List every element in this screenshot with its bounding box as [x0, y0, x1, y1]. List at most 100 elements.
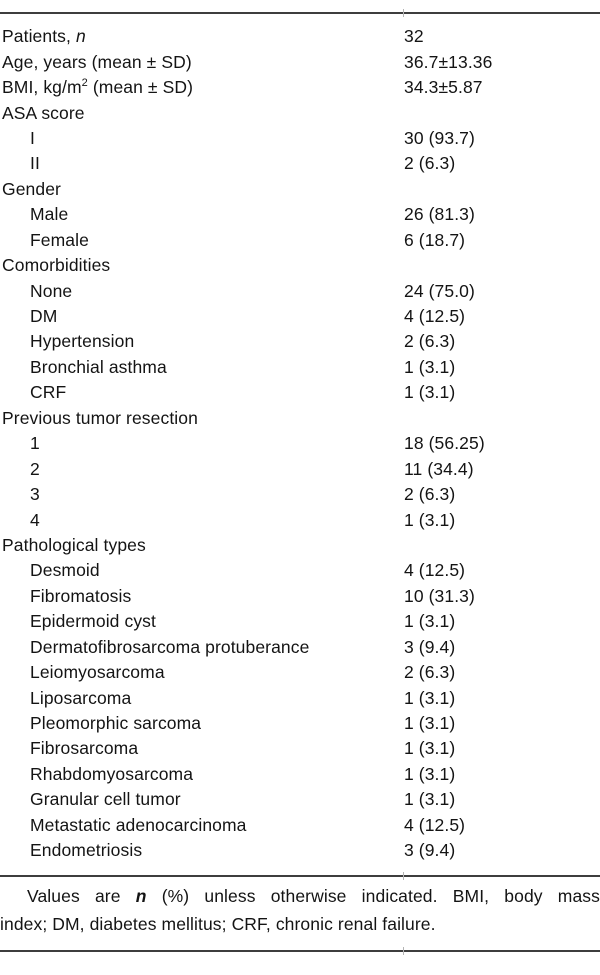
- row-label: Pathological types: [2, 534, 146, 555]
- row-label: DM: [30, 306, 58, 327]
- row-label: 4: [30, 509, 40, 530]
- row-value: 32: [404, 26, 424, 47]
- row-label: Previous tumor resection: [2, 407, 198, 428]
- table-row: Hypertension 2 (6.3): [0, 329, 600, 354]
- row-value: 2 (6.3): [404, 662, 456, 683]
- row-label: Desmoid: [30, 560, 100, 581]
- table-row: DM 4 (12.5): [0, 304, 600, 329]
- table-row: Granular cell tumor 1 (3.1): [0, 787, 600, 812]
- row-value: 11 (34.4): [404, 458, 474, 479]
- row-value: 36.7±13.36: [404, 51, 493, 72]
- row-value: 6 (18.7): [404, 229, 466, 250]
- row-label: Metastatic adenocarcinoma: [30, 814, 247, 835]
- table-row: Leiomyosarcoma 2 (6.3): [0, 660, 600, 685]
- table-row: BMI, kg/m2 (mean ± SD) 34.3±5.87: [0, 75, 600, 100]
- table-row: Dermatofibrosarcoma protuberance 3 (9.4): [0, 635, 600, 660]
- table-row: Pleomorphic sarcoma 1 (3.1): [0, 711, 600, 736]
- row-label: Pleomorphic sarcoma: [30, 713, 202, 734]
- row-value: 3 (9.4): [404, 636, 456, 657]
- row-label: II: [30, 153, 40, 174]
- row-label: Leiomyosarcoma: [30, 662, 165, 683]
- table-row: II 2 (6.3): [0, 151, 600, 176]
- row-label: Rhabdomyosarcoma: [30, 763, 194, 784]
- table-row: Endometriosis 3 (9.4): [0, 838, 600, 863]
- table-row: Comorbidities: [0, 253, 600, 278]
- row-value: 10 (31.3): [404, 585, 475, 606]
- table-row: 4 1 (3.1): [0, 507, 600, 532]
- table-row: Bronchial asthma 1 (3.1): [0, 355, 600, 380]
- table-top-rule: [0, 9, 600, 17]
- row-value: 4 (12.5): [404, 560, 466, 581]
- row-value: 3 (9.4): [404, 840, 456, 861]
- table-row: 3 2 (6.3): [0, 482, 600, 507]
- table-row: Rhabdomyosarcoma 1 (3.1): [0, 762, 600, 787]
- row-label: Female: [30, 229, 89, 250]
- row-label: CRF: [30, 382, 67, 403]
- row-label: None: [30, 280, 73, 301]
- row-label: I: [30, 127, 35, 148]
- table-row: Male 26 (81.3): [0, 202, 600, 227]
- row-label: Dermatofibrosarcoma protuberance: [30, 636, 310, 657]
- table-row: CRF 1 (3.1): [0, 380, 600, 405]
- row-value: 1 (3.1): [404, 687, 456, 708]
- row-value: 1 (3.1): [404, 763, 456, 784]
- row-label: Endometriosis: [30, 840, 143, 861]
- table-row: Gender: [0, 177, 600, 202]
- footnote-line-2: index; DM, diabetes mellitus; CRF, chron…: [0, 913, 436, 934]
- row-value: 2 (6.3): [404, 484, 456, 505]
- row-label: Male: [30, 204, 69, 225]
- row-value: 1 (3.1): [404, 611, 456, 632]
- table-row: Fibromatosis 10 (31.3): [0, 584, 600, 609]
- row-label: ASA score: [2, 102, 85, 123]
- row-value: 30 (93.7): [404, 127, 475, 148]
- table-row: Liposarcoma 1 (3.1): [0, 685, 600, 710]
- table-row: Pathological types: [0, 533, 600, 558]
- row-value: 18 (56.25): [404, 433, 485, 454]
- table-row: Female 6 (18.7): [0, 228, 600, 253]
- row-value: 4 (12.5): [404, 306, 466, 327]
- row-label: Gender: [2, 178, 61, 199]
- row-label: Fibromatosis: [30, 585, 132, 606]
- footnote-text: Values are: [27, 886, 136, 906]
- table-footnote: Values are n (%) unless otherwise indica…: [0, 883, 600, 938]
- footnote-n-symbol: n: [135, 886, 147, 906]
- table-row: 2 11 (34.4): [0, 456, 600, 481]
- row-label: Liposarcoma: [30, 687, 132, 708]
- table-row: Epidermoid cyst 1 (3.1): [0, 609, 600, 634]
- row-label: 2: [30, 458, 40, 479]
- footnote-line-1: Values are n (%) unless otherwise indica…: [0, 883, 600, 911]
- row-value: 2 (6.3): [404, 331, 456, 352]
- table-footnote-rule: [0, 872, 600, 880]
- row-value: 1 (3.1): [404, 356, 456, 377]
- table-row: None 24 (75.0): [0, 278, 600, 303]
- demographics-table: Patients, n 32 Age, years (mean ± SD) 36…: [0, 24, 600, 863]
- row-label: BMI, kg/m2 (mean ± SD): [2, 77, 194, 98]
- row-label: Fibrosarcoma: [30, 738, 139, 759]
- row-value: 2 (6.3): [404, 153, 456, 174]
- table-row: Fibrosarcoma 1 (3.1): [0, 736, 600, 761]
- table-row: Desmoid 4 (12.5): [0, 558, 600, 583]
- table-row: I 30 (93.7): [0, 126, 600, 151]
- row-value: 26 (81.3): [404, 204, 475, 225]
- row-value: 24 (75.0): [404, 280, 475, 301]
- row-value: 1 (3.1): [404, 713, 456, 734]
- table-bottom-rule: [0, 947, 600, 955]
- table-row: Age, years (mean ± SD) 36.7±13.36: [0, 49, 600, 74]
- table-row: Patients, n 32: [0, 24, 600, 49]
- row-value: 1 (3.1): [404, 738, 456, 759]
- row-label: Age, years (mean ± SD): [2, 51, 192, 72]
- row-value: 4 (12.5): [404, 814, 466, 835]
- row-label: 1: [30, 433, 40, 454]
- row-value: 1 (3.1): [404, 382, 456, 403]
- row-label: Bronchial asthma: [30, 356, 167, 377]
- row-label: 3: [30, 484, 40, 505]
- row-label: Comorbidities: [2, 255, 111, 276]
- table-row: 1 18 (56.25): [0, 431, 600, 456]
- row-value: 1 (3.1): [404, 789, 456, 810]
- row-label: Patients, n: [2, 26, 86, 47]
- footnote-text: (%) unless otherwise indicated. BMI, bod…: [146, 886, 600, 906]
- row-label: Granular cell tumor: [30, 789, 181, 810]
- row-label: Epidermoid cyst: [30, 611, 156, 632]
- table-row: Metastatic adenocarcinoma 4 (12.5): [0, 813, 600, 838]
